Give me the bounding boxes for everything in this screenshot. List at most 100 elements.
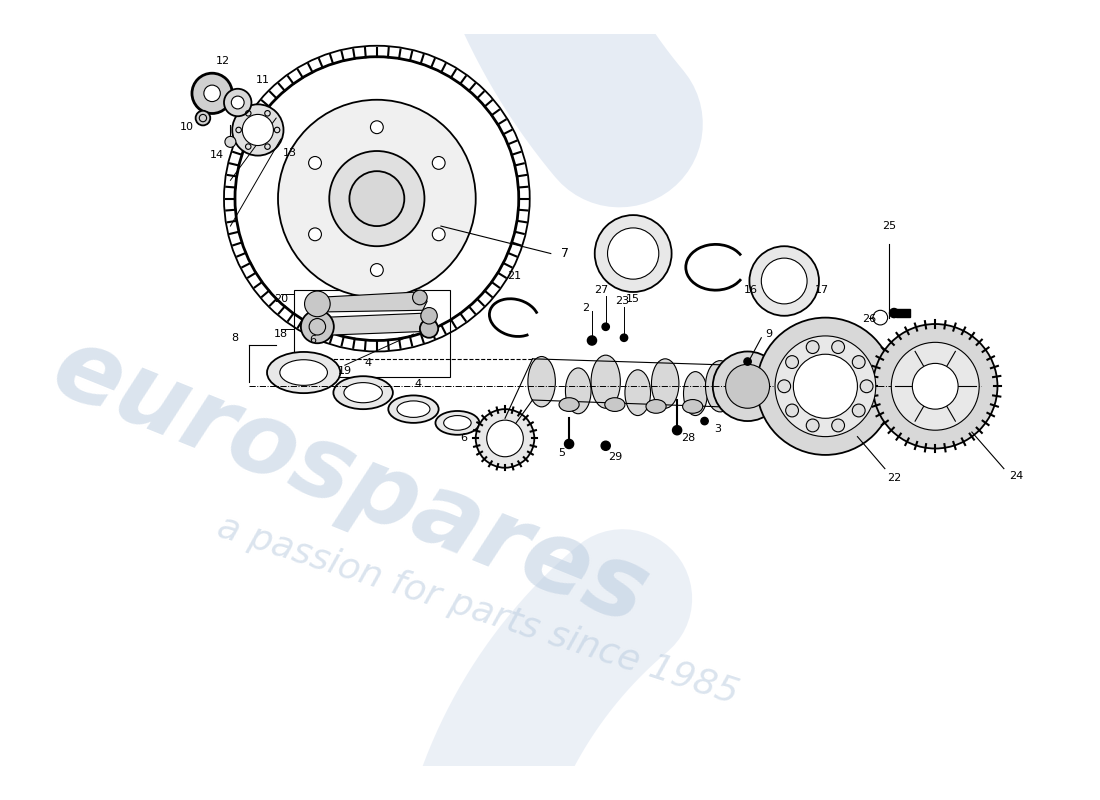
Polygon shape <box>312 292 427 312</box>
Ellipse shape <box>605 398 625 411</box>
Text: 12: 12 <box>216 56 230 66</box>
Text: 5: 5 <box>559 448 565 458</box>
Text: 2: 2 <box>582 303 590 314</box>
Text: a passion for parts since 1985: a passion for parts since 1985 <box>212 510 742 711</box>
Ellipse shape <box>705 361 735 412</box>
Circle shape <box>672 426 682 434</box>
Ellipse shape <box>443 415 471 430</box>
Text: 18: 18 <box>274 329 288 339</box>
Text: 27: 27 <box>594 285 608 295</box>
Circle shape <box>873 310 888 325</box>
Text: 14: 14 <box>210 150 223 160</box>
Circle shape <box>832 419 845 432</box>
Circle shape <box>242 114 274 146</box>
Circle shape <box>204 85 220 102</box>
Circle shape <box>776 336 876 437</box>
Ellipse shape <box>528 357 556 407</box>
Circle shape <box>309 228 321 241</box>
Ellipse shape <box>344 382 383 402</box>
Circle shape <box>806 341 820 354</box>
Bar <box>295 290 450 377</box>
Circle shape <box>412 290 427 305</box>
Circle shape <box>371 264 383 277</box>
Circle shape <box>278 100 475 298</box>
Text: eurospares: eurospares <box>39 319 661 646</box>
Ellipse shape <box>651 359 679 408</box>
Circle shape <box>595 215 672 292</box>
Text: 19: 19 <box>338 366 352 376</box>
Text: 29: 29 <box>607 452 621 462</box>
Text: 21: 21 <box>507 271 521 282</box>
Circle shape <box>432 157 446 170</box>
Text: 20: 20 <box>274 294 288 304</box>
Ellipse shape <box>565 368 591 414</box>
Text: 17: 17 <box>815 285 828 295</box>
Text: 23: 23 <box>615 296 629 306</box>
Text: 10: 10 <box>179 122 194 132</box>
Circle shape <box>192 74 232 114</box>
Text: 11: 11 <box>255 74 270 85</box>
Text: 4: 4 <box>415 378 421 389</box>
Ellipse shape <box>625 370 650 415</box>
Circle shape <box>749 246 820 316</box>
Text: 13: 13 <box>283 148 297 158</box>
Text: 8: 8 <box>231 333 239 342</box>
Circle shape <box>432 228 446 241</box>
Ellipse shape <box>436 411 480 434</box>
Circle shape <box>196 110 210 126</box>
Circle shape <box>232 104 284 155</box>
Ellipse shape <box>388 395 439 423</box>
Circle shape <box>602 323 609 330</box>
Circle shape <box>564 439 574 449</box>
Ellipse shape <box>646 399 667 414</box>
Circle shape <box>350 171 405 226</box>
Text: 6: 6 <box>460 434 467 443</box>
Circle shape <box>793 354 857 418</box>
Circle shape <box>235 57 519 341</box>
Circle shape <box>620 334 628 342</box>
Text: 4: 4 <box>364 358 372 368</box>
Circle shape <box>757 318 894 455</box>
Text: 25: 25 <box>882 221 896 231</box>
Circle shape <box>852 404 865 417</box>
Circle shape <box>607 228 659 279</box>
Polygon shape <box>308 313 437 336</box>
Circle shape <box>785 404 799 417</box>
Text: 3: 3 <box>714 424 720 434</box>
Circle shape <box>713 351 782 421</box>
Text: 15: 15 <box>626 294 640 304</box>
Circle shape <box>785 356 799 369</box>
Circle shape <box>224 136 235 147</box>
Circle shape <box>301 310 333 343</box>
Circle shape <box>806 419 820 432</box>
Circle shape <box>420 319 438 338</box>
Circle shape <box>891 342 979 430</box>
Text: 6: 6 <box>309 334 317 345</box>
Circle shape <box>475 409 535 468</box>
Circle shape <box>305 291 330 317</box>
Ellipse shape <box>683 372 707 415</box>
FancyArrow shape <box>895 310 910 317</box>
Circle shape <box>744 358 751 366</box>
Text: 9: 9 <box>766 329 772 339</box>
Circle shape <box>860 380 873 393</box>
Circle shape <box>309 157 321 170</box>
Ellipse shape <box>559 398 580 411</box>
Circle shape <box>421 307 438 324</box>
Circle shape <box>761 258 807 304</box>
Circle shape <box>890 309 899 318</box>
Text: 28: 28 <box>681 434 695 443</box>
Circle shape <box>852 356 865 369</box>
Ellipse shape <box>397 401 430 418</box>
Circle shape <box>778 380 791 393</box>
Ellipse shape <box>683 399 703 414</box>
Text: 26: 26 <box>862 314 877 325</box>
Circle shape <box>486 420 524 457</box>
Text: 22: 22 <box>887 473 901 483</box>
Circle shape <box>912 363 958 409</box>
Circle shape <box>231 96 244 109</box>
Circle shape <box>329 151 425 246</box>
Circle shape <box>587 336 596 345</box>
Text: 16: 16 <box>744 285 757 295</box>
Circle shape <box>601 441 610 450</box>
